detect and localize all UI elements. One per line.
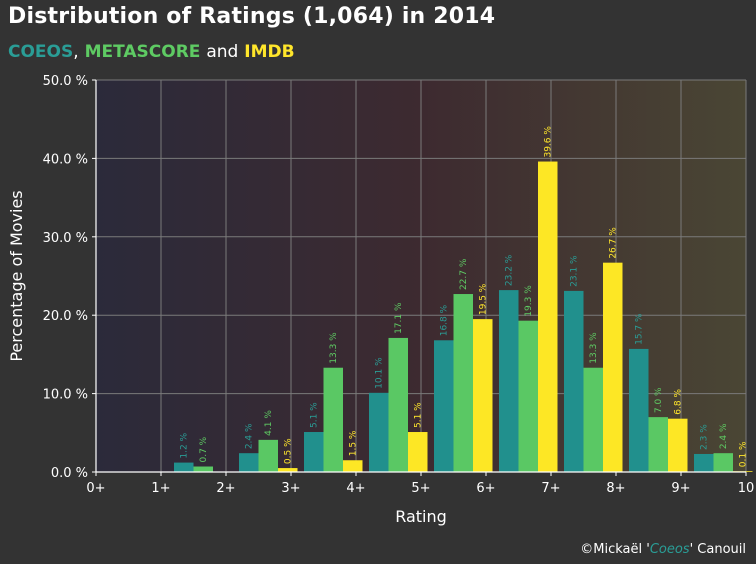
bar-label-coeos-4+: 10.1 % (375, 357, 385, 389)
y-tick-label: 10.0 % (43, 388, 88, 403)
subtitle-comma: , (73, 42, 79, 62)
bar-value-labels: 1.2 % 2.4 % 5.1 % 10.1 % 16.8 % 23.2 % 23.1 % 1… (180, 126, 749, 468)
y-tick-label: 50.0 % (43, 74, 88, 89)
x-tick-label: 7+ (541, 481, 560, 496)
bar-metascore-3+ (323, 367, 343, 472)
y-tick-label: 40.0 % (43, 152, 88, 167)
bar-metascore-4+ (388, 337, 408, 472)
bar-label-coeos-9+: 2.3 % (700, 424, 710, 450)
bar-imdb-3+ (343, 460, 363, 472)
subtitle-coeos: COEOS (8, 42, 74, 62)
bar-imdb-5+ (473, 319, 493, 472)
y-tick-label: 0.0 % (51, 466, 88, 481)
y-tick-label: 20.0 % (43, 309, 88, 324)
bar-label-coeos-1+: 1.2 % (180, 432, 190, 458)
bar-label-imdb-8+: 6.8 % (674, 389, 684, 415)
bar-label-coeos-5+: 16.8 % (440, 304, 450, 336)
bar-coeos-6+ (499, 290, 519, 472)
credit-name: Coeos (649, 542, 690, 557)
bar-metascore-1+ (193, 466, 213, 472)
bar-label-metascore-6+: 19.3 % (524, 285, 534, 317)
bar-label-imdb-3+: 1.5 % (349, 430, 359, 456)
bar-coeos-1+ (174, 462, 194, 472)
bar-label-metascore-8+: 7.0 % (654, 387, 664, 413)
bar-coeos-7+ (564, 290, 584, 472)
bar-imdb-7+ (603, 262, 623, 472)
bar-label-metascore-7+: 13.3 % (589, 332, 599, 364)
bar-coeos-9+ (694, 453, 714, 472)
bar-coeos-2+ (239, 453, 259, 472)
axes: 0.0 % 10.0 % 20.0 % 30.0 % 40.0 % 50.0 % 0+ 1+ 2… (43, 74, 755, 496)
bar-metascore-5+ (453, 294, 473, 472)
bar-label-metascore-5+: 22.7 % (459, 258, 469, 290)
subtitle-metascore: METASCORE (84, 42, 201, 62)
x-tick-label: 4+ (346, 481, 365, 496)
bar-imdb-6+ (538, 161, 558, 472)
bar-label-coeos-3+: 5.1 % (310, 402, 320, 428)
bar-label-imdb-6+: 39.6 % (544, 126, 554, 158)
bar-label-coeos-7+: 23.1 % (570, 255, 580, 287)
bar-label-coeos-2+: 2.4 % (245, 423, 255, 449)
x-tick-label: 9+ (671, 481, 690, 496)
bar-coeos-3+ (304, 432, 324, 472)
bar-label-imdb-2+: 0.5 % (284, 438, 294, 464)
subtitle-imdb: IMDB (244, 42, 295, 62)
credit-line: ©Mickaël 'Coeos' Canouil (580, 542, 746, 557)
credit-prefix: ©Mickaël ' (580, 542, 650, 557)
chart-subtitle: COEOS, METASCORE and IMDB (8, 42, 295, 62)
x-tick-label: 5+ (411, 481, 430, 496)
bar-label-metascore-4+: 17.1 % (394, 302, 404, 334)
bar-metascore-9+ (713, 453, 733, 472)
bar-marks (174, 161, 753, 472)
y-axis-label: Percentage of Movies (7, 190, 26, 361)
bar-label-metascore-2+: 4.1 % (264, 410, 274, 436)
bar-label-coeos-8+: 15.7 % (635, 313, 645, 345)
bar-label-imdb-7+: 26.7 % (609, 227, 619, 259)
bar-label-metascore-1+: 0.7 % (199, 436, 209, 462)
chart-title: Distribution of Ratings (1,064) in 2014 (8, 4, 496, 29)
bar-metascore-7+ (583, 367, 603, 472)
y-tick-label: 30.0 % (43, 231, 88, 246)
bar-imdb-4+ (408, 432, 428, 472)
x-tick-label: 1+ (151, 481, 170, 496)
bar-label-imdb-9+: 0.1 % (739, 441, 749, 467)
x-tick-label: 3+ (281, 481, 300, 496)
bar-imdb-2+ (278, 468, 298, 472)
bar-label-imdb-5+: 19.5 % (479, 283, 489, 315)
bar-coeos-8+ (629, 348, 649, 472)
bar-metascore-6+ (518, 320, 538, 472)
bar-metascore-8+ (648, 417, 668, 472)
bar-imdb-8+ (668, 418, 688, 472)
credit-suffix: ' Canouil (689, 542, 746, 557)
bar-label-metascore-9+: 2.4 % (719, 423, 729, 449)
x-tick-label: 8+ (606, 481, 625, 496)
bar-coeos-4+ (369, 392, 389, 472)
x-axis-label: Rating (395, 507, 447, 526)
bar-coeos-5+ (434, 340, 454, 472)
bar-label-metascore-3+: 13.3 % (329, 332, 339, 364)
bar-label-coeos-6+: 23.2 % (505, 254, 515, 286)
x-tick-label: 6+ (476, 481, 495, 496)
bar-metascore-2+ (258, 439, 278, 472)
subtitle-and: and (206, 42, 239, 62)
bar-label-imdb-4+: 5.1 % (414, 402, 424, 428)
x-tick-label: 10 (738, 481, 755, 496)
x-tick-label: 0+ (86, 481, 105, 496)
x-tick-label: 2+ (216, 481, 235, 496)
